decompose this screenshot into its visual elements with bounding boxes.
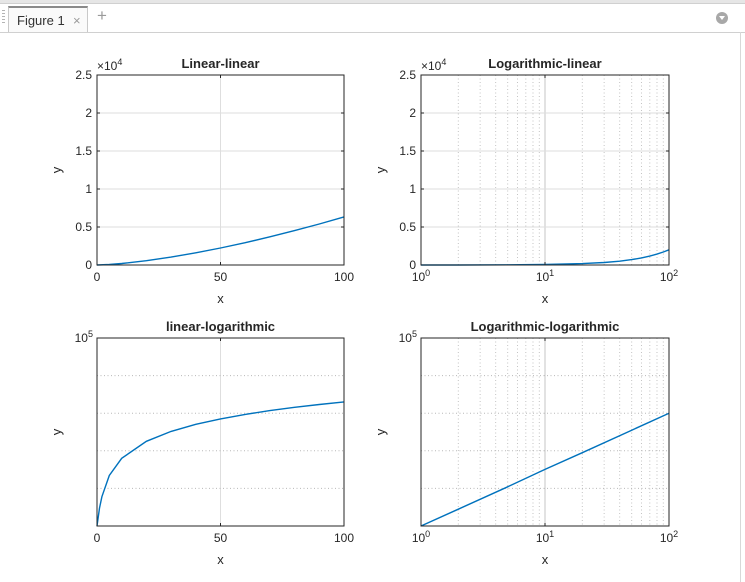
x-axis-label: x — [542, 291, 549, 306]
x-tick-label: 100 — [412, 529, 430, 545]
y-tick-label: 1.5 — [399, 144, 416, 158]
y-axis-label: y — [49, 166, 64, 173]
x-tick-label: 100 — [334, 270, 354, 284]
y-tick-label: 1.5 — [75, 144, 92, 158]
axes-2: 100 101 102 0 0.5 1 1.5 2 2.5 ×104 Logarithmic-lin… — [373, 56, 678, 306]
x-tick-label: 100 — [334, 531, 354, 545]
add-tab-button[interactable]: + — [97, 6, 107, 25]
chart-title: Logarithmic-linear — [488, 56, 601, 71]
data-line — [420, 412, 670, 527]
data-line — [96, 216, 345, 266]
window-top-border — [0, 0, 745, 4]
tab-figure-1[interactable]: Figure 1 × — [8, 6, 88, 32]
chevron-down-icon[interactable] — [716, 12, 728, 24]
x-tick-label: 102 — [660, 268, 678, 284]
y-tick-label: 2 — [85, 106, 92, 120]
chart-title: Linear-linear — [181, 56, 259, 71]
figure-tab-bar: Figure 1 × + — [0, 0, 745, 36]
drag-grip-icon[interactable] — [2, 10, 5, 24]
x-tick-label: 50 — [214, 531, 228, 545]
x-tick-label: 0 — [94, 270, 101, 284]
axes-3: 0 50 100 105 linear-logarithmic x y — [49, 319, 354, 567]
figure-right-border — [740, 32, 741, 582]
x-axis-label: x — [217, 291, 224, 306]
y-tick-label: 1 — [85, 182, 92, 196]
y-tick-label: 0.5 — [75, 220, 92, 234]
chart-title: Logarithmic-logarithmic — [471, 319, 620, 334]
axis-exponent: ×104 — [421, 57, 446, 73]
y-tick-label: 2.5 — [75, 68, 92, 82]
x-tick-label: 100 — [412, 268, 430, 284]
y-tick-label: 0.5 — [399, 220, 416, 234]
y-tick-label: 1 — [409, 182, 416, 196]
close-icon[interactable]: × — [73, 13, 81, 28]
axes-1: 0 50 100 0 0.5 1 1.5 2 2.5 ×104 Linear-linear x y — [49, 56, 354, 306]
chart-title: linear-logarithmic — [166, 319, 275, 334]
y-tick-label: 2.5 — [399, 68, 416, 82]
x-axis-label: x — [542, 552, 549, 567]
x-tick-label: 0 — [94, 531, 101, 545]
y-axis-label: y — [49, 428, 64, 435]
y-axis-label: y — [373, 166, 388, 173]
y-tick-label: 0 — [85, 258, 92, 272]
tab-label: Figure 1 — [17, 13, 65, 28]
y-tick-label: 105 — [399, 329, 417, 345]
axis-exponent: ×104 — [97, 57, 122, 73]
x-tick-label: 101 — [536, 268, 554, 284]
y-tick-label: 0 — [409, 258, 416, 272]
y-axis-label: y — [373, 428, 388, 435]
x-tick-label: 101 — [536, 529, 554, 545]
y-tick-label: 105 — [75, 329, 93, 345]
tab-divider — [0, 32, 745, 33]
data-line — [96, 401, 345, 527]
x-axis-label: x — [217, 552, 224, 567]
x-tick-label: 102 — [660, 529, 678, 545]
y-tick-label: 2 — [409, 106, 416, 120]
x-tick-label: 50 — [214, 270, 228, 284]
axes-4: 100 101 102 105 Logarithmic-logarithmic x y — [373, 319, 678, 567]
